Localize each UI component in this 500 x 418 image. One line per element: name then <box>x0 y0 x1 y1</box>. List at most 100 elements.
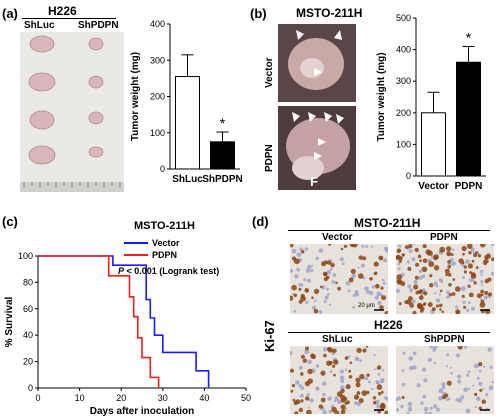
hematoxylin-nucleus <box>384 246 388 251</box>
panel-d-top-title: MSTO-211H <box>354 216 421 230</box>
ki67-positive-nucleus <box>326 260 332 265</box>
hematoxylin-nucleus <box>455 398 459 402</box>
hematoxylin-nucleus <box>367 380 371 384</box>
hematoxylin-nucleus <box>382 282 386 285</box>
hematoxylin-nucleus <box>470 247 475 252</box>
hematoxylin-nucleus <box>371 285 376 289</box>
hematoxylin-nucleus <box>490 271 494 276</box>
ki67-positive-nucleus <box>479 388 483 392</box>
x-tick-label: 40 <box>199 393 209 403</box>
ki67-positive-nucleus <box>429 283 434 288</box>
hematoxylin-nucleus <box>432 348 437 352</box>
panel-a-label: (a) <box>2 6 18 21</box>
hematoxylin-nucleus <box>354 401 358 405</box>
hematoxylin-nucleus <box>365 289 371 294</box>
hematoxylin-nucleus <box>465 259 470 264</box>
hematoxylin-nucleus <box>375 380 379 384</box>
ki67-positive-nucleus <box>477 254 482 258</box>
hematoxylin-nucleus <box>429 346 434 349</box>
ki67-positive-nucleus <box>320 285 323 289</box>
hematoxylin-nucleus <box>433 346 438 349</box>
hematoxylin-nucleus <box>438 396 443 401</box>
ki67-positive-nucleus <box>362 256 367 261</box>
y-tick-label: 80 <box>23 277 33 287</box>
ki67-positive-nucleus <box>471 259 475 263</box>
ki67-positive-nucleus <box>366 373 370 377</box>
hematoxylin-nucleus <box>340 385 345 390</box>
ki67-positive-nucleus <box>463 265 467 269</box>
ki67-positive-nucleus <box>455 286 461 292</box>
ki67-positive-nucleus <box>336 391 343 397</box>
ki67-positive-nucleus <box>380 390 384 394</box>
y-tick-label: 100 <box>150 128 165 138</box>
ihc-vector <box>290 244 388 314</box>
hematoxylin-nucleus <box>339 375 345 381</box>
ki67-positive-nucleus <box>378 392 382 396</box>
tumor-arrow <box>292 112 300 122</box>
ki67-positive-nucleus <box>290 389 294 393</box>
ki67-positive-nucleus <box>307 378 313 384</box>
ki67-positive-nucleus <box>356 347 362 354</box>
ki67-positive-nucleus <box>294 411 299 414</box>
hematoxylin-nucleus <box>436 407 440 412</box>
hematoxylin-nucleus <box>467 301 471 305</box>
ki67-positive-nucleus <box>320 370 326 376</box>
hematoxylin-nucleus <box>306 278 311 283</box>
hematoxylin-nucleus <box>473 363 479 369</box>
hematoxylin-nucleus <box>446 295 450 299</box>
panel-c-survival-chart: 0 20 40 60 80 100 0 10 20 30 40 50 Days after inocul… <box>4 238 251 417</box>
ki67-positive-nucleus <box>473 281 477 285</box>
panel-a-title-underline <box>22 18 116 19</box>
hematoxylin-nucleus <box>310 264 314 268</box>
x-tick-label: 20 <box>116 393 126 403</box>
ki67-positive-nucleus <box>305 346 309 351</box>
ki67-positive-nucleus <box>358 255 363 260</box>
ki67-positive-nucleus <box>402 253 405 257</box>
hematoxylin-nucleus <box>460 395 465 400</box>
ki67-positive-nucleus <box>421 266 428 273</box>
ki67-positive-nucleus <box>300 293 305 299</box>
hematoxylin-nucleus <box>438 278 443 283</box>
ki67-positive-nucleus <box>323 272 328 277</box>
hematoxylin-nucleus <box>449 366 452 369</box>
ki67-positive-nucleus <box>407 267 412 271</box>
ki67-positive-nucleus <box>458 258 464 264</box>
y-tick-label: 100 <box>18 251 33 261</box>
ki67-positive-nucleus <box>349 361 353 364</box>
x-axis-label: Days after inoculation <box>90 406 194 417</box>
ki67-positive-nucleus <box>491 257 494 262</box>
hematoxylin-nucleus <box>408 356 414 361</box>
panel-c-label: (c) <box>2 214 18 229</box>
y-tick-label: 300 <box>396 76 411 86</box>
hematoxylin-nucleus <box>315 386 320 391</box>
hematoxylin-nucleus <box>470 306 475 311</box>
hematoxylin-nucleus <box>472 384 475 387</box>
hematoxylin-nucleus <box>451 248 455 251</box>
ki67-positive-nucleus <box>373 261 379 267</box>
panel-a-bar-chart: 0 100 200 300 400 Tumor weight (mg) ShLuc * ShPD… <box>130 19 242 185</box>
panel-d-bottom-title: H226 <box>374 318 403 332</box>
ki67-positive-nucleus <box>323 353 327 358</box>
panel-d-col-vector: Vector <box>322 232 353 243</box>
ki67-positive-nucleus <box>423 291 428 296</box>
hematoxylin-nucleus <box>480 273 483 277</box>
ki67-positive-nucleus <box>361 390 368 396</box>
ki67-positive-nucleus <box>439 289 443 293</box>
hematoxylin-nucleus <box>307 406 310 409</box>
hematoxylin-nucleus <box>427 357 432 362</box>
x-tick-label: Vector <box>418 181 449 192</box>
panel-d-row-label: Ki-67 <box>262 320 277 352</box>
ki67-positive-nucleus <box>468 292 474 298</box>
hematoxylin-nucleus <box>423 406 429 412</box>
hematoxylin-nucleus <box>298 365 303 370</box>
hematoxylin-nucleus <box>424 411 429 414</box>
ki67-positive-nucleus <box>331 406 337 413</box>
ki67-positive-nucleus <box>332 348 337 353</box>
ki67-positive-nucleus <box>295 399 301 405</box>
ki67-positive-nucleus <box>463 270 467 274</box>
hematoxylin-nucleus <box>407 284 412 289</box>
ki67-positive-nucleus <box>384 410 388 414</box>
hematoxylin-nucleus <box>305 268 311 273</box>
ki67-positive-nucleus <box>384 310 388 314</box>
hematoxylin-nucleus <box>460 286 466 292</box>
